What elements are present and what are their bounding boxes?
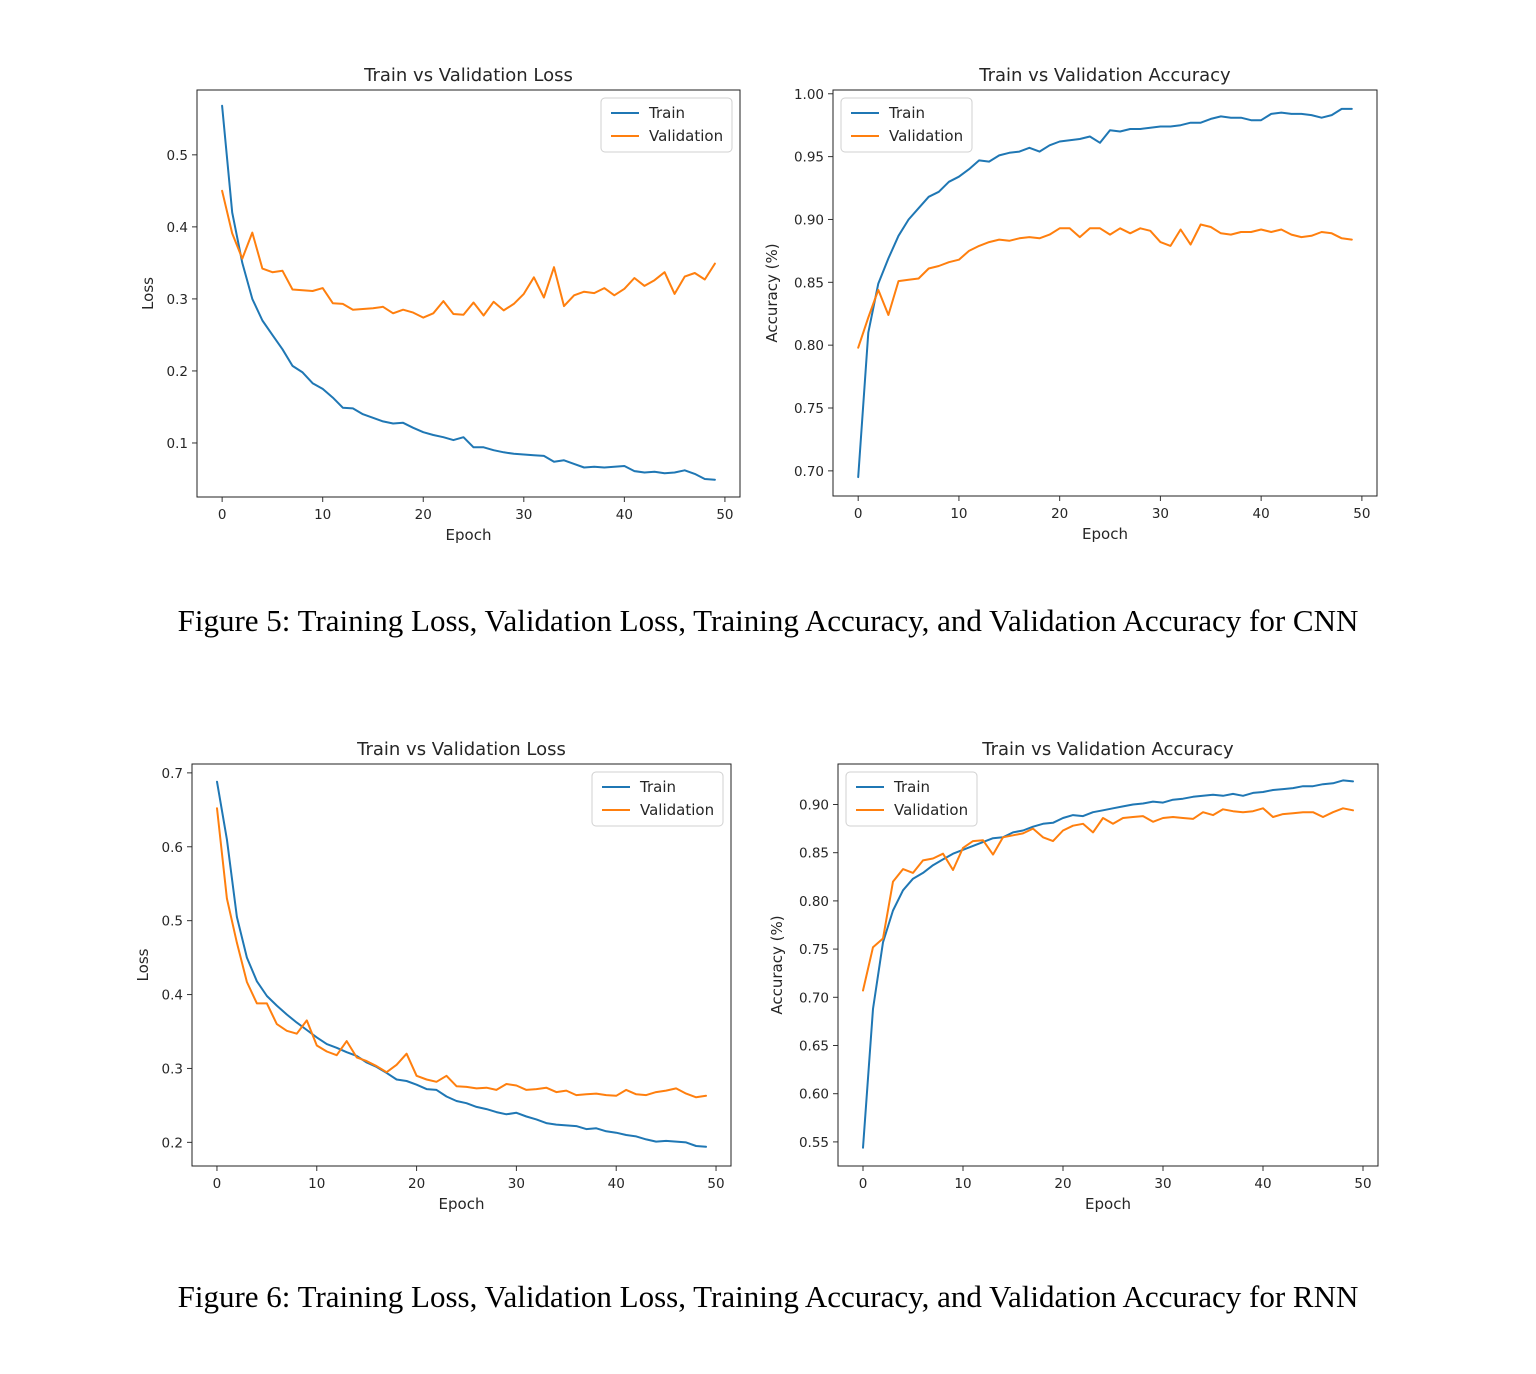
x-tick-label: 50 [707, 1176, 724, 1192]
legend-label-train: Train [893, 778, 930, 796]
y-tick-label: 0.70 [794, 464, 824, 480]
y-axis-label: Accuracy (%) [768, 915, 786, 1014]
x-tick-label: 20 [1051, 506, 1068, 522]
y-tick-label: 0.3 [162, 1061, 183, 1077]
x-tick-label: 40 [616, 507, 633, 523]
series-line-validation [216, 807, 707, 1099]
y-tick-label: 0.70 [799, 990, 829, 1006]
y-tick-label: 0.90 [799, 797, 829, 813]
x-tick-label: 10 [954, 1176, 971, 1192]
y-axis-label: Accuracy (%) [763, 243, 781, 342]
y-tick-label: 0.65 [799, 1038, 829, 1054]
x-tick-label: 10 [950, 506, 967, 522]
chart-title: Train vs Validation Loss [356, 739, 566, 760]
y-tick-label: 0.60 [799, 1087, 829, 1103]
figure-5-caption: Figure 5: Training Loss, Validation Loss… [177, 603, 1359, 638]
y-tick-label: 0.4 [162, 988, 183, 1004]
x-tick-label: 20 [408, 1176, 425, 1192]
x-axis-label: Epoch [1082, 525, 1128, 543]
y-tick-label: 0.5 [167, 148, 188, 164]
plot-frame [837, 763, 1379, 1167]
legend-label-validation: Validation [649, 127, 723, 145]
y-tick-label: 0.2 [167, 364, 188, 380]
chart-cnn-loss: 0 10 20 30 40 50 0.1 0.2 0.3 0.4 0.5 Train vs Valid… [139, 65, 741, 544]
x-tick-label: 50 [716, 507, 733, 523]
x-tick-label: 0 [213, 1176, 222, 1192]
series-line-train [857, 107, 1353, 479]
legend-label-validation: Validation [894, 801, 968, 819]
legend-label-validation: Validation [889, 127, 963, 145]
y-tick-label: 0.7 [162, 766, 183, 782]
x-tick-label: 20 [415, 507, 432, 523]
x-tick-label: 30 [1154, 1176, 1171, 1192]
y-tick-label: 0.80 [794, 338, 824, 354]
y-tick-label: 0.75 [799, 942, 829, 958]
chart-title: Train vs Validation Accuracy [981, 739, 1234, 760]
y-tick-label: 0.95 [794, 150, 824, 166]
y-axis-label: Loss [134, 948, 152, 981]
chart-title: Train vs Validation Loss [363, 65, 573, 86]
y-tick-label: 0.1 [167, 436, 188, 452]
legend-label-validation: Validation [640, 801, 714, 819]
series-line-validation [221, 189, 716, 319]
legend-box [591, 771, 724, 827]
y-tick-label: 0.55 [799, 1135, 829, 1151]
series-line-train [216, 780, 707, 1148]
x-tick-label: 30 [515, 507, 532, 523]
legend-box [840, 97, 973, 153]
x-axis-label: Epoch [1085, 1195, 1131, 1213]
x-axis-label: Epoch [446, 526, 492, 544]
x-tick-label: 50 [1353, 506, 1370, 522]
plot-frame [196, 89, 741, 498]
y-tick-label: 0.3 [167, 292, 188, 308]
y-tick-label: 0.85 [799, 846, 829, 862]
y-tick-label: 0.2 [162, 1135, 183, 1151]
x-axis-label: Epoch [439, 1195, 485, 1213]
x-tick-label: 0 [854, 506, 863, 522]
series-line-validation [857, 223, 1353, 349]
x-tick-label: 0 [859, 1176, 868, 1192]
y-tick-label: 0.6 [162, 840, 183, 856]
x-tick-label: 50 [1354, 1176, 1371, 1192]
series-line-validation [862, 807, 1354, 992]
y-tick-label: 0.4 [167, 220, 188, 236]
y-tick-label: 0.80 [799, 894, 829, 910]
legend-label-train: Train [888, 104, 925, 122]
y-axis-label: Loss [139, 277, 157, 310]
legend-box [600, 97, 733, 153]
y-tick-label: 0.75 [794, 401, 824, 417]
y-tick-label: 0.90 [794, 212, 824, 228]
y-tick-label: 0.85 [794, 275, 824, 291]
chart-rnn-acc: 0 10 20 30 40 50 0.55 0.60 0.65 0.70 0.75 0.80 0.85 0… [768, 739, 1379, 1213]
legend-label-train: Train [639, 778, 676, 796]
x-tick-label: 40 [1253, 506, 1270, 522]
y-tick-label: 0.5 [162, 914, 183, 930]
series-line-train [221, 104, 716, 481]
y-tick-label: 1.00 [794, 87, 824, 103]
x-tick-label: 10 [314, 507, 331, 523]
legend-box [845, 771, 978, 827]
plot-frame [191, 763, 732, 1167]
plot-frame [832, 89, 1378, 497]
x-tick-label: 40 [608, 1176, 625, 1192]
chart-title: Train vs Validation Accuracy [978, 65, 1231, 86]
x-tick-label: 30 [1152, 506, 1169, 522]
x-tick-label: 0 [218, 507, 227, 523]
chart-rnn-loss: 0 10 20 30 40 50 0.2 0.3 0.4 0.5 0.6 0.7 Train vs Va… [134, 739, 732, 1213]
legend-label-train: Train [648, 104, 685, 122]
x-tick-label: 40 [1254, 1176, 1271, 1192]
x-tick-label: 10 [308, 1176, 325, 1192]
x-tick-label: 20 [1054, 1176, 1071, 1192]
series-line-train [862, 779, 1354, 1149]
x-tick-label: 30 [508, 1176, 525, 1192]
figure-6-caption: Figure 6: Training Loss, Validation Loss… [177, 1279, 1359, 1314]
chart-cnn-acc: 0 10 20 30 40 50 0.70 0.75 0.80 0.85 0.90 0.95 1.00 T… [763, 65, 1378, 543]
